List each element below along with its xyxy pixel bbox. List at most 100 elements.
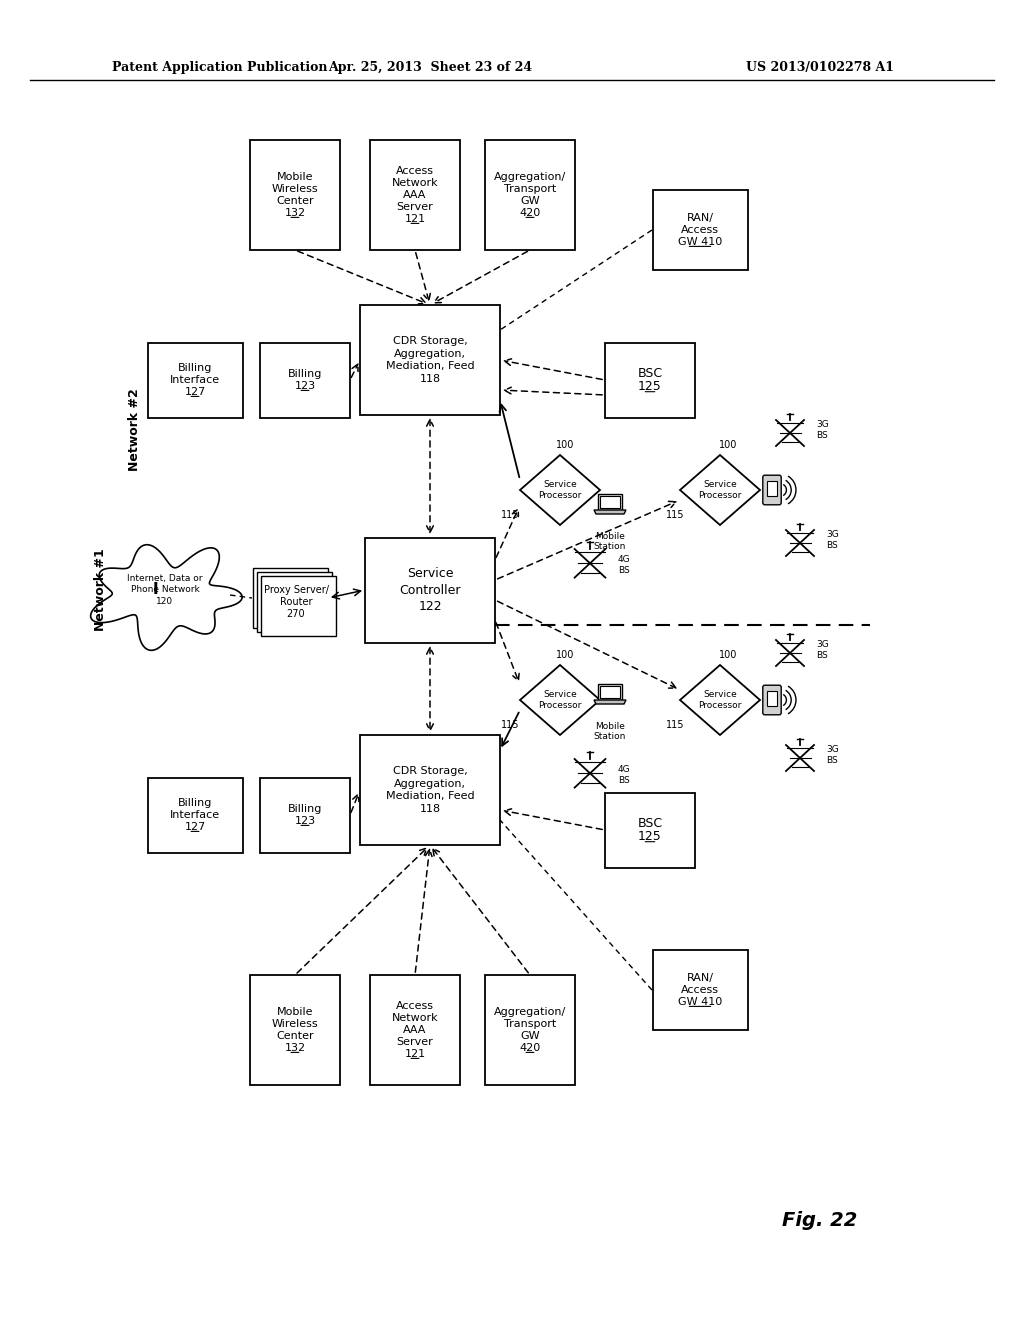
Text: CDR Storage,
Aggregation,
Mediation, Feed
118: CDR Storage, Aggregation, Mediation, Fee… [386,766,474,814]
Text: Access: Access [681,224,719,235]
Polygon shape [598,684,622,700]
Bar [256,572,332,632]
Text: Billing: Billing [288,804,323,814]
Bar [652,190,748,271]
Text: Center: Center [276,195,313,206]
Text: 127: 127 [184,822,206,832]
Text: Aggregation/: Aggregation/ [494,172,566,182]
Text: 115: 115 [666,510,684,520]
Text: 115: 115 [501,719,519,730]
Text: 420: 420 [519,209,541,218]
Text: Apr. 25, 2013  Sheet 23 of 24: Apr. 25, 2013 Sheet 23 of 24 [328,62,532,74]
Bar [250,140,340,249]
Bar [360,735,500,845]
Text: Interface: Interface [170,810,220,820]
Text: 4G
BS: 4G BS [618,766,631,784]
Bar [767,692,777,706]
Polygon shape [600,496,620,508]
Text: 125: 125 [638,380,662,393]
Text: Service
Controller
122: Service Controller 122 [399,568,461,612]
Text: 132: 132 [285,209,305,218]
Text: Internet, Data or
Phone Network
120: Internet, Data or Phone Network 120 [127,574,203,606]
Text: 100: 100 [719,649,737,660]
Bar [365,537,495,643]
Bar [605,792,695,867]
Text: Network #2: Network #2 [128,388,141,471]
Text: Service
Processor: Service Processor [698,480,741,500]
Text: Access: Access [396,166,434,176]
Text: 3G
BS: 3G BS [816,640,828,660]
Text: 3G
BS: 3G BS [826,531,839,549]
Text: 115: 115 [666,719,684,730]
Text: Server: Server [396,202,433,213]
Polygon shape [594,700,626,704]
Text: GW 410: GW 410 [678,997,722,1007]
Text: AAA: AAA [403,1026,427,1035]
Text: BSC: BSC [637,817,663,830]
Polygon shape [520,665,600,735]
Text: Billing: Billing [178,799,212,808]
Text: Billing: Billing [288,370,323,379]
Bar [260,342,350,417]
Text: Aggregation/: Aggregation/ [494,1007,566,1016]
Text: Access: Access [681,985,719,995]
Polygon shape [91,545,242,651]
Bar [652,950,748,1030]
Text: 121: 121 [404,1049,426,1059]
Text: Patent Application Publication: Patent Application Publication [112,62,328,74]
FancyBboxPatch shape [763,685,781,715]
Text: 3G
BS: 3G BS [826,746,839,764]
Text: BSC: BSC [637,367,663,380]
Text: Wireless: Wireless [271,1019,318,1030]
Text: GW 410: GW 410 [678,238,722,247]
Bar [147,777,243,853]
Bar [370,140,460,249]
Bar [253,568,328,628]
Bar [147,342,243,417]
Text: 125: 125 [638,830,662,843]
Polygon shape [680,455,760,525]
Text: Mobile: Mobile [276,172,313,182]
Bar [370,975,460,1085]
Text: Service
Processor: Service Processor [539,690,582,710]
Text: Wireless: Wireless [271,183,318,194]
Bar [605,342,695,417]
Text: 100: 100 [556,440,574,450]
Text: Service
Processor: Service Processor [698,690,741,710]
Text: Billing: Billing [178,363,212,374]
Bar [260,576,336,636]
Text: AAA: AAA [403,190,427,201]
Text: 420: 420 [519,1043,541,1053]
Text: GW: GW [520,195,540,206]
Bar [250,975,340,1085]
Text: 123: 123 [295,816,315,826]
Text: Transport: Transport [504,1019,556,1030]
Text: 123: 123 [295,381,315,391]
Text: 100: 100 [556,649,574,660]
Text: Mobile
Station: Mobile Station [594,532,627,552]
Bar [767,482,777,495]
Text: Service
Processor: Service Processor [539,480,582,500]
Text: 132: 132 [285,1043,305,1053]
Text: 121: 121 [404,214,426,224]
Text: Mobile: Mobile [276,1007,313,1016]
Text: 3G
BS: 3G BS [816,420,828,440]
Polygon shape [680,665,760,735]
Text: US 2013/0102278 A1: US 2013/0102278 A1 [746,62,894,74]
Bar [260,777,350,853]
Text: Fig. 22: Fig. 22 [782,1210,858,1229]
Text: Center: Center [276,1031,313,1041]
Text: 100: 100 [719,440,737,450]
Bar [485,975,575,1085]
Text: Server: Server [396,1038,433,1047]
Text: Network #1: Network #1 [93,549,106,631]
Text: Interface: Interface [170,375,220,385]
Text: Network: Network [392,1012,438,1023]
FancyBboxPatch shape [763,475,781,504]
Text: 115: 115 [501,510,519,520]
Text: GW: GW [520,1031,540,1041]
Text: Proxy Server/
Router
270: Proxy Server/ Router 270 [263,585,329,619]
Polygon shape [598,494,622,510]
Bar [360,305,500,414]
Polygon shape [600,686,620,697]
